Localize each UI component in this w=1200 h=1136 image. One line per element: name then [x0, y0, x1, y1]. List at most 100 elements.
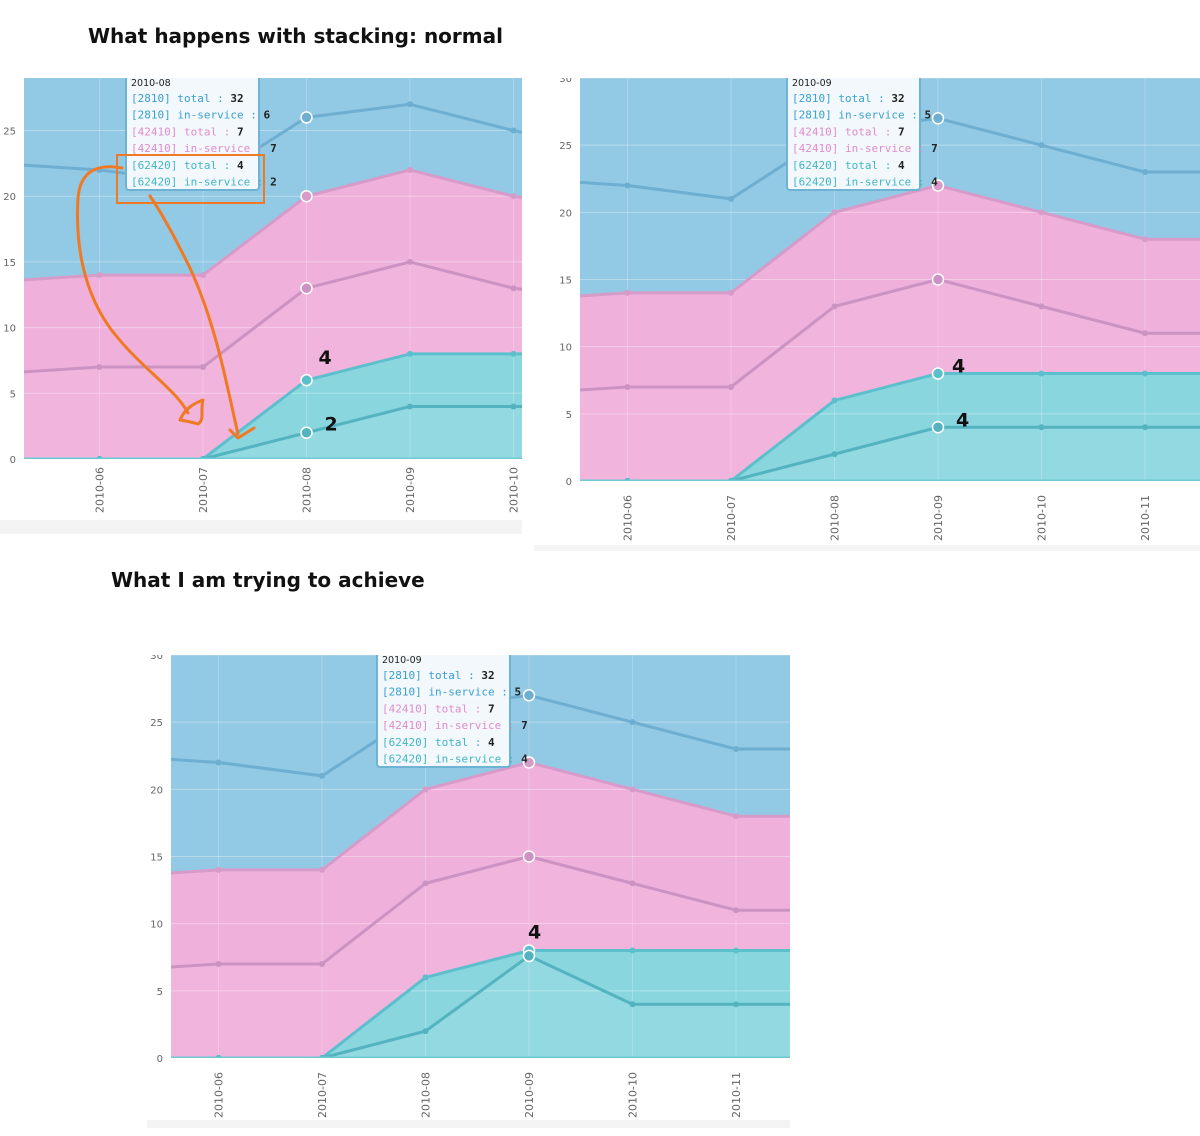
tooltip: 2010-08 [2810] total : 32 [2810] in-servic…: [125, 78, 277, 191]
data-point[interactable]: [407, 101, 413, 108]
data-point[interactable]: [96, 272, 103, 279]
data-point[interactable]: [300, 281, 313, 295]
data-point[interactable]: [629, 1001, 636, 1008]
data-point[interactable]: [422, 880, 429, 887]
data-point[interactable]: [510, 127, 517, 134]
tooltip-row-value: 4: [237, 159, 244, 172]
tooltip-row-label: [42410] total :: [131, 125, 237, 138]
tooltip-row-label: [62420] in-service :: [792, 176, 931, 189]
y-tick-label: 10: [150, 920, 163, 931]
tooltip-row: [62420] total : 4: [792, 159, 905, 172]
data-point[interactable]: [728, 289, 734, 296]
data-point[interactable]: [733, 1001, 739, 1008]
data-point[interactable]: [407, 258, 413, 265]
data-point[interactable]: [215, 866, 222, 873]
band-2810-in-service: [171, 695, 790, 874]
data-point[interactable]: [407, 166, 413, 173]
data-point[interactable]: [422, 974, 429, 981]
data-point[interactable]: [522, 949, 536, 963]
data-point[interactable]: [510, 193, 517, 200]
tooltip-row-label: [42410] in-service :: [792, 142, 931, 155]
data-point[interactable]: [1038, 303, 1045, 310]
data-point[interactable]: [96, 364, 103, 371]
data-point[interactable]: [831, 451, 838, 458]
y-tick-label: 0: [10, 455, 16, 466]
y-tick-label: 20: [150, 785, 163, 796]
chart-2-footer-strip: [534, 545, 1200, 551]
data-point[interactable]: [624, 182, 631, 189]
data-point[interactable]: [522, 850, 536, 863]
data-point[interactable]: [931, 112, 945, 125]
data-point[interactable]: [831, 209, 838, 216]
data-point[interactable]: [629, 947, 636, 954]
x-tick-label: 2010-09: [523, 1072, 536, 1118]
tooltip-date: 2010-09: [382, 655, 422, 666]
tooltip-row-value: 32: [891, 92, 904, 105]
band-42410-total: [24, 169, 522, 372]
data-point[interactable]: [319, 960, 325, 967]
data-point[interactable]: [422, 786, 429, 793]
data-point[interactable]: [624, 289, 631, 296]
data-point[interactable]: [629, 719, 636, 726]
data-point[interactable]: [407, 350, 413, 357]
data-point[interactable]: [407, 403, 413, 410]
data-point[interactable]: [733, 907, 739, 914]
data-point[interactable]: [319, 772, 325, 779]
data-point[interactable]: [300, 373, 313, 387]
x-tick-label: 2010-06: [213, 1072, 226, 1118]
x-tick-label: 2010-09: [932, 495, 945, 541]
band-42410-in-service: [580, 279, 1200, 481]
data-point[interactable]: [1142, 236, 1148, 243]
tooltip-row: [2810] total : 32: [792, 92, 905, 105]
tooltip-row: [42410] in-service : 7: [131, 142, 277, 155]
data-point[interactable]: [1142, 370, 1148, 377]
data-point[interactable]: [1038, 142, 1045, 149]
tooltip-row-label: [62420] total :: [131, 159, 237, 172]
data-point[interactable]: [422, 1028, 429, 1035]
data-point[interactable]: [200, 272, 206, 279]
data-point[interactable]: [522, 756, 536, 769]
data-point[interactable]: [1038, 209, 1045, 216]
data-point[interactable]: [931, 179, 945, 192]
data-point[interactable]: [931, 421, 945, 434]
data-point[interactable]: [629, 880, 636, 887]
data-point[interactable]: [200, 364, 206, 371]
data-point[interactable]: [300, 426, 313, 439]
data-point[interactable]: [728, 383, 734, 390]
data-point[interactable]: [1142, 330, 1148, 337]
y-tick-label: 5: [157, 987, 163, 998]
tooltip-row-label: [42410] total :: [792, 125, 898, 138]
data-point[interactable]: [831, 303, 838, 310]
data-point[interactable]: [510, 403, 517, 410]
data-point[interactable]: [831, 397, 838, 404]
data-point[interactable]: [522, 689, 536, 702]
data-point[interactable]: [300, 111, 313, 124]
data-point[interactable]: [215, 960, 222, 967]
data-point[interactable]: [1142, 424, 1148, 431]
y-tick-label: 15: [150, 853, 163, 864]
data-point[interactable]: [733, 947, 739, 954]
tooltip-row-label: [62420] total :: [382, 736, 488, 749]
data-point[interactable]: [733, 746, 739, 753]
data-point[interactable]: [300, 189, 313, 203]
data-point[interactable]: [931, 273, 945, 286]
tooltip-row: [2810] total : 32: [382, 669, 495, 682]
data-point[interactable]: [1142, 169, 1148, 176]
data-point[interactable]: [510, 350, 517, 357]
data-point[interactable]: [624, 383, 631, 390]
data-point[interactable]: [1038, 370, 1045, 377]
data-point[interactable]: [931, 367, 945, 380]
band-62420-in-service: [580, 427, 1200, 481]
data-point[interactable]: [728, 195, 734, 202]
data-point[interactable]: [629, 786, 636, 793]
band-2810-total: [171, 655, 790, 776]
data-point[interactable]: [1038, 424, 1045, 431]
tooltip-row: [2810] total : 32: [131, 92, 244, 105]
data-point[interactable]: [510, 285, 517, 292]
data-point[interactable]: [733, 813, 739, 820]
band-2810-in-service: [24, 104, 522, 280]
data-point[interactable]: [319, 866, 325, 873]
tooltip-row-value: 32: [230, 92, 243, 105]
data-point[interactable]: [215, 759, 222, 766]
x-tick-label: 2010-11: [1139, 495, 1152, 541]
